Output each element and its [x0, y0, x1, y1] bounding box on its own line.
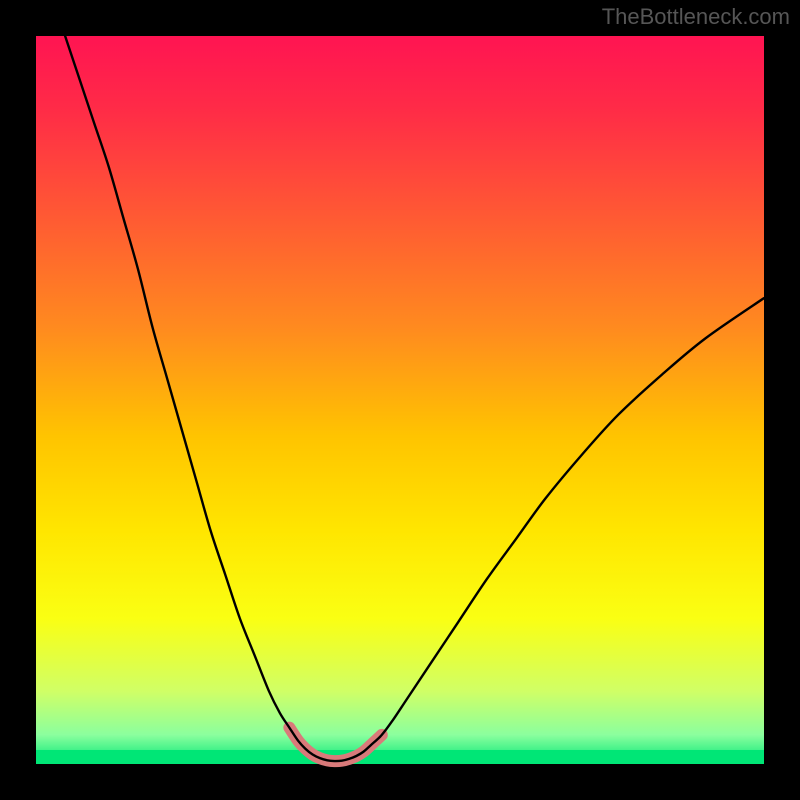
bottleneck-chart: [0, 0, 800, 800]
watermark-text: TheBottleneck.com: [602, 4, 790, 30]
chart-root: TheBottleneck.com: [0, 0, 800, 800]
